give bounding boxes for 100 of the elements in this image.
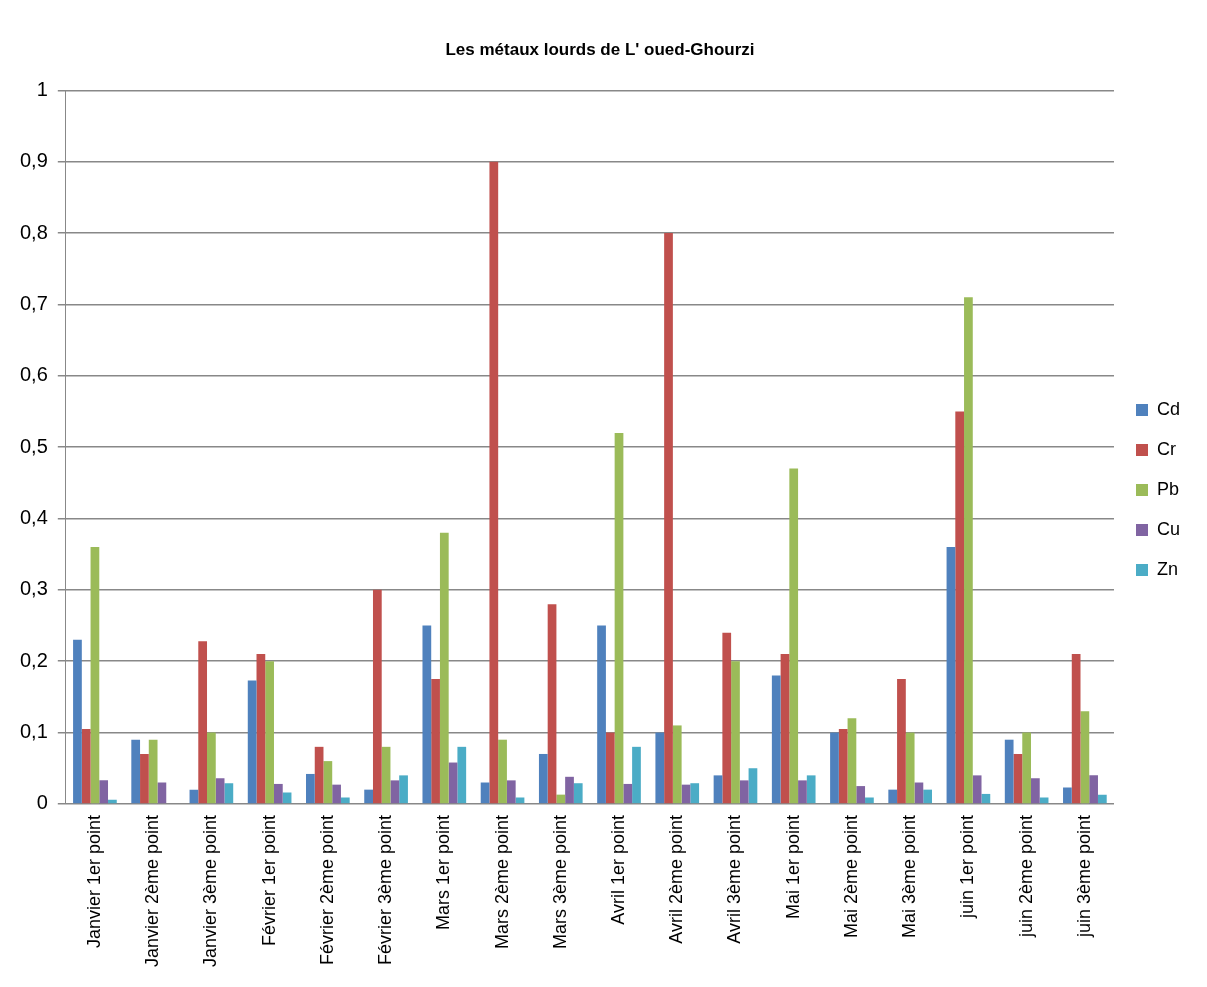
bar — [81, 729, 91, 804]
y-tick-label: 0,1 — [19, 720, 48, 743]
bar — [798, 780, 807, 804]
bar — [771, 675, 781, 804]
x-tick-label: Avril 1er point — [607, 814, 628, 925]
bar — [623, 783, 633, 804]
bar — [399, 775, 408, 804]
x-tick-label: Mars 1er point — [433, 814, 454, 930]
bar — [972, 775, 982, 804]
bar — [856, 786, 866, 804]
bar — [247, 680, 257, 804]
bar — [1080, 711, 1090, 804]
bar — [905, 732, 915, 804]
bar — [457, 746, 467, 804]
bar — [448, 762, 458, 804]
x-tick-label: Février 1er point — [258, 814, 279, 946]
x-tick-label: Mars 2ème point — [491, 814, 512, 949]
bar — [1063, 787, 1072, 804]
bar — [597, 625, 606, 804]
bar — [131, 739, 141, 804]
x-tick-label: Mai 1er point — [782, 814, 803, 919]
bar — [964, 297, 973, 804]
legend-label: Pb — [1156, 478, 1180, 499]
bar — [538, 753, 548, 804]
bar — [515, 797, 525, 804]
bar — [865, 797, 874, 804]
x-tick-label: juin 3ème point — [1073, 814, 1094, 939]
bar — [573, 783, 583, 804]
y-tick-label: 1 — [36, 77, 48, 100]
bar — [731, 661, 740, 804]
legend-label: Cu — [1156, 518, 1181, 539]
bar — [748, 768, 758, 804]
bar — [838, 729, 848, 804]
x-tick-label: Avril 2ème point — [666, 814, 687, 944]
bar — [547, 604, 557, 804]
bar — [314, 746, 324, 804]
bar — [381, 746, 391, 804]
bar — [789, 468, 799, 804]
bar — [672, 725, 682, 804]
bar — [224, 783, 234, 804]
y-tick-label: 0,9 — [19, 149, 48, 172]
chart-title: Les métaux lourds de L' oued-Ghourzi — [445, 39, 755, 59]
bar — [1097, 794, 1107, 804]
bar — [565, 776, 574, 804]
y-tick-label: 0,5 — [19, 434, 48, 457]
bar — [215, 778, 225, 804]
bar — [1071, 654, 1081, 804]
x-tick-label: Février 3ème point — [375, 814, 396, 965]
bar — [955, 411, 965, 804]
x-tick-label: juin 2ème point — [1015, 814, 1036, 939]
bar — [265, 661, 274, 804]
x-tick-label: Janvier 3ème point — [200, 814, 221, 968]
bar — [273, 783, 283, 804]
bar — [556, 794, 566, 804]
bar — [306, 773, 315, 804]
bar — [713, 775, 723, 804]
y-tick-label: 0,7 — [19, 291, 48, 314]
legend-label: Zn — [1156, 558, 1179, 579]
bar — [923, 789, 933, 804]
bar — [664, 233, 673, 804]
bar — [73, 639, 82, 804]
bar — [372, 589, 382, 804]
y-tick-label: 0,3 — [19, 577, 48, 600]
bar — [830, 732, 839, 804]
bar — [897, 679, 906, 804]
y-tick-label: 0 — [36, 791, 48, 814]
bar — [780, 654, 790, 804]
bar — [632, 746, 641, 804]
bar — [847, 718, 857, 804]
bar — [806, 775, 816, 804]
bar — [256, 654, 266, 804]
x-tick-label: Janvier 2ème point — [142, 814, 163, 968]
bar — [690, 783, 700, 804]
x-tick-label: Avril 3ème point — [724, 814, 745, 944]
x-tick-label: juin 1er point — [957, 814, 978, 919]
bar — [140, 753, 149, 804]
bar — [946, 547, 956, 804]
bar — [340, 797, 350, 804]
y-tick-label: 0,4 — [19, 506, 48, 529]
bar — [282, 792, 292, 804]
bar — [198, 641, 208, 804]
bar — [739, 780, 749, 804]
bar — [431, 679, 440, 804]
bar — [1013, 753, 1023, 804]
bar — [1031, 778, 1040, 804]
y-tick-label: 0,6 — [19, 363, 48, 386]
bar — [722, 632, 732, 804]
bar — [439, 532, 449, 804]
x-tick-label: Mars 3ème point — [549, 814, 570, 949]
bar — [1004, 739, 1014, 804]
bar — [1039, 797, 1049, 804]
bar — [605, 732, 615, 804]
bar — [364, 789, 373, 804]
bar — [148, 739, 158, 804]
bar — [332, 784, 341, 804]
bar — [489, 161, 499, 804]
x-tick-label: Mai 2ème point — [840, 814, 861, 938]
x-tick-label: Février 2ème point — [316, 814, 337, 965]
legend-label: Cr — [1156, 438, 1176, 459]
bar — [498, 739, 507, 804]
